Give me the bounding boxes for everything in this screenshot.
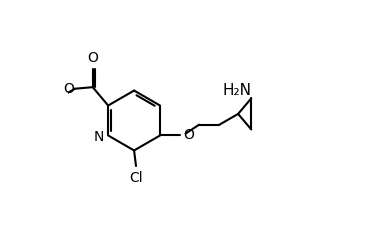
Text: O: O — [87, 51, 98, 65]
Text: O: O — [63, 82, 74, 96]
Text: O: O — [183, 128, 194, 142]
Text: Cl: Cl — [130, 171, 143, 185]
Text: H₂N: H₂N — [223, 83, 252, 98]
Text: N: N — [94, 130, 104, 144]
